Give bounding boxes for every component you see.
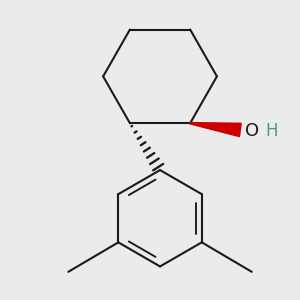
Text: O: O [245, 122, 259, 140]
Text: H: H [265, 122, 278, 140]
Polygon shape [190, 123, 241, 136]
